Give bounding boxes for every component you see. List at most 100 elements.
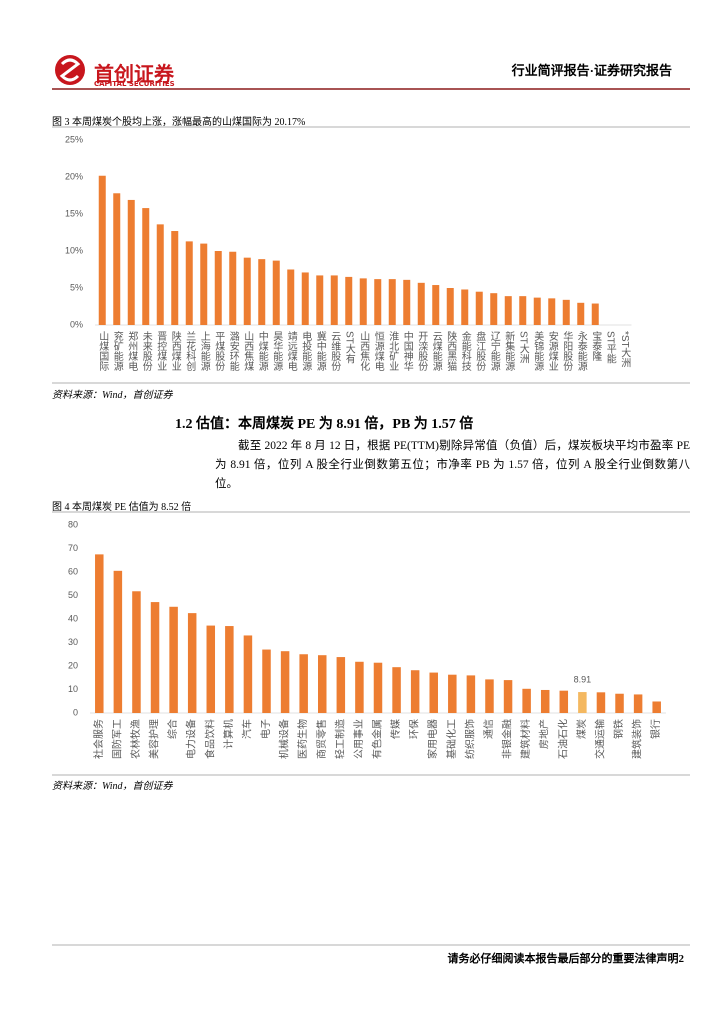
x-tick-label: 郑州煤电 [126, 330, 138, 371]
y-tick-label: 80 [68, 519, 78, 529]
report-type: 行业简评报告·证券研究报告 [511, 63, 672, 78]
logo-text: 首创证券 [94, 62, 174, 86]
x-tick-label: 银行 [649, 719, 662, 739]
y-tick-label: 30 [68, 637, 78, 647]
x-tick-label: 电投能源 [300, 330, 312, 372]
x-tick-label: 上海能源 [198, 331, 210, 372]
x-tick-label: 金能科技 [459, 330, 471, 372]
bar [466, 675, 476, 713]
bar [299, 654, 308, 713]
x-tick-label: 非银金融 [501, 719, 514, 759]
y-tick-label: 20 [68, 660, 78, 670]
x-tick-label: ST平能 [604, 331, 616, 365]
bar [475, 291, 483, 325]
x-tick-label: 汽车 [240, 719, 253, 739]
figure-source: 资料来源：Wind，首创证券 [52, 390, 173, 401]
bar [156, 224, 164, 325]
y-tick-label: 70 [68, 543, 78, 553]
bar [113, 570, 123, 713]
bar [225, 626, 234, 713]
bar [417, 282, 425, 325]
bar [490, 293, 498, 325]
x-tick-label: 机械设备 [278, 719, 291, 759]
x-tick-label: 兰花科创 [184, 330, 196, 372]
bar [187, 613, 197, 713]
x-tick-label: 建筑材料 [519, 719, 532, 759]
y-tick-label: 60 [68, 566, 78, 576]
bar [355, 661, 364, 713]
bar [548, 298, 556, 325]
x-tick-label: 计算机 [222, 719, 235, 749]
x-tick-label: 中煤能源 [256, 330, 268, 372]
bar [287, 269, 295, 325]
bar [503, 680, 513, 713]
x-tick-label: 家用电器 [426, 719, 439, 759]
x-tick-label: 淮北矿业 [387, 331, 399, 371]
y-tick-label: 40 [68, 613, 78, 623]
bar [127, 199, 135, 325]
x-tick-label: *ST大洲 [619, 331, 631, 368]
bar [318, 655, 327, 713]
x-tick-label: 冀中能源 [314, 330, 326, 372]
data-label: 8.91 [574, 674, 592, 684]
x-tick-label: 安源煤业 [546, 330, 558, 371]
bar [388, 279, 396, 325]
x-tick-label: ST大有 [343, 331, 355, 365]
y-tick-label: 10% [65, 245, 83, 255]
x-tick-label: 华阳股份 [561, 330, 573, 372]
bar [301, 272, 309, 325]
logo-en: CAPITAL SECURITIES [94, 80, 175, 88]
y-tick-label: 20% [65, 171, 83, 181]
logo-mark [59, 58, 81, 82]
x-tick-label: 山西焦煤 [242, 331, 254, 372]
y-tick-label: 25% [65, 134, 83, 144]
x-tick-label: 新集能源 [503, 330, 515, 372]
bar [200, 243, 208, 325]
x-tick-label: 农林牧渔 [129, 719, 142, 759]
bar [448, 674, 457, 713]
x-tick-label: 晋控煤业 [155, 331, 167, 371]
bar [429, 672, 438, 713]
x-tick-label: 有色金属 [370, 719, 383, 759]
bar [258, 259, 266, 325]
bar [652, 701, 661, 713]
bar [316, 275, 324, 325]
x-tick-label: 美容护理 [148, 719, 161, 759]
bar [95, 554, 104, 713]
x-tick-label: 国防军工 [110, 719, 123, 759]
bar [243, 635, 253, 713]
x-tick-label: 基础化工 [445, 719, 458, 759]
x-tick-label: 通信 [483, 719, 495, 739]
bar [98, 175, 106, 325]
bar [504, 296, 512, 325]
bar [485, 679, 494, 713]
bar [615, 693, 624, 713]
paragraph: 截至 2022 年 8 月 12 日，根据 PE(TTM)剔除异常值（负值）后，… [215, 440, 690, 490]
x-tick-label: 中国神华 [401, 330, 413, 372]
bar [345, 276, 353, 325]
bar [559, 690, 569, 713]
x-tick-label: 潞安环能 [227, 330, 239, 372]
x-tick-label: 兖矿能源 [111, 330, 123, 372]
x-tick-label: 云维股份 [329, 331, 341, 372]
bar [591, 303, 599, 325]
bar [262, 649, 271, 713]
bar [373, 662, 383, 713]
x-tick-label: 建筑装饰 [631, 719, 644, 759]
x-tick-label: 恒源煤电 [372, 330, 384, 371]
bar [185, 241, 193, 325]
x-tick-label: 轻工制造 [333, 719, 346, 759]
x-tick-label: 宝泰隆 [590, 330, 602, 361]
x-tick-label: 环保 [408, 719, 421, 739]
x-tick-label: 电子 [259, 719, 272, 739]
x-tick-label: 未来股份 [140, 331, 152, 372]
x-tick-label: 山煤国际 [97, 331, 109, 372]
x-tick-label: 平煤股份 [213, 331, 225, 372]
x-tick-label: 钢铁 [612, 719, 625, 739]
bar [113, 193, 121, 325]
x-tick-label: 靖远煤电 [285, 330, 297, 371]
page-number: 2 [678, 953, 685, 965]
x-tick-label: 开滦股份 [416, 331, 428, 372]
bar [522, 688, 531, 713]
